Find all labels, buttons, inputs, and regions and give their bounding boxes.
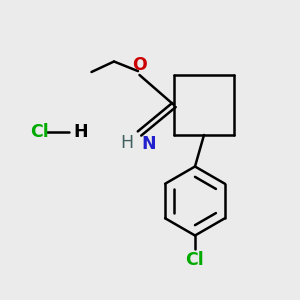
Text: O: O <box>132 56 147 74</box>
Text: H: H <box>74 123 88 141</box>
Text: Cl: Cl <box>30 123 49 141</box>
Text: Cl: Cl <box>186 251 204 269</box>
Text: H: H <box>120 134 133 152</box>
Text: N: N <box>141 135 156 153</box>
